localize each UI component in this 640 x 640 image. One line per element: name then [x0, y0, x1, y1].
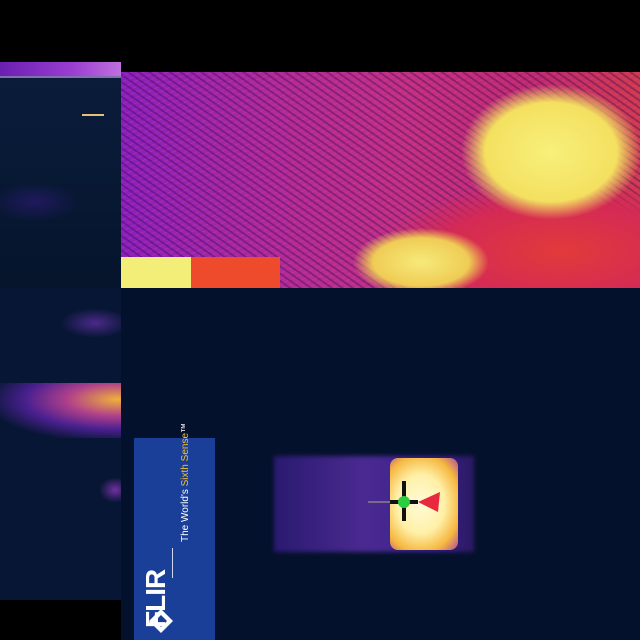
flir-tagline: The World's Sixth Sense™	[180, 423, 191, 542]
hot-swatch-orange	[191, 257, 280, 288]
top-black-bar	[0, 0, 640, 72]
palette-bar-edge	[0, 76, 121, 78]
heat-streak	[0, 383, 121, 438]
palette-bar	[0, 62, 121, 76]
heat-blob	[100, 478, 121, 502]
heat-blob	[0, 182, 80, 222]
left-thermal-panel-top	[0, 62, 121, 288]
left-black-footer	[0, 600, 121, 640]
flir-logo: FLIR	[140, 569, 171, 628]
tagline-tm: ™	[180, 422, 191, 433]
flir-diamond-icon	[149, 609, 173, 633]
marker-tick	[82, 114, 104, 116]
tagline-accent: Sixth Sense	[180, 432, 191, 487]
flir-banner: FLIR The World's Sixth Sense™	[134, 423, 215, 640]
heat-blob	[60, 308, 121, 338]
thermal-image-top	[121, 72, 640, 288]
tagline-prefix: The World's	[180, 486, 191, 542]
hot-swatch-yellow	[121, 257, 191, 288]
crosshair-icon	[368, 481, 440, 521]
banner-divider	[172, 548, 173, 578]
left-thermal-panel-bottom	[0, 288, 121, 600]
